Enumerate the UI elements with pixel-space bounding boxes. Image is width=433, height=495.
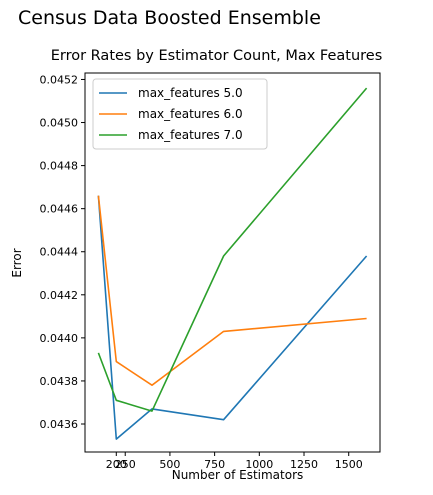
x-tick-label: 250: [115, 458, 136, 471]
y-tick-label: 0.0448: [40, 160, 79, 173]
series-line: [97, 87, 368, 412]
y-tick-label: 0.0442: [40, 289, 79, 302]
y-tick-label: 0.0440: [40, 332, 79, 345]
y-tick-label: 0.0446: [40, 203, 79, 216]
legend-label: max_features 5.0: [138, 86, 243, 100]
series-line: [97, 195, 368, 440]
x-tick-label: 500: [159, 458, 180, 471]
figure-title: Census Data Boosted Ensemble: [18, 7, 321, 29]
x-tick-label: 1500: [335, 458, 363, 471]
x-tick-label: 1000: [245, 458, 273, 471]
x-tick-label: 1250: [290, 458, 318, 471]
plot-area: [84, 72, 381, 453]
legend: max_features 5.0 max_features 6.0 max_feat…: [92, 78, 268, 150]
x-tick-label: 200: [106, 458, 127, 471]
x-axis-label: Number of Estimators: [171, 468, 304, 482]
y-tick-label: 0.0452: [40, 73, 79, 86]
series-lines: [97, 87, 368, 440]
y-axis-label: Error: [10, 248, 24, 278]
y-tick-label: 0.0444: [40, 246, 79, 259]
legend-label: max_features 6.0: [138, 107, 243, 121]
y-tick-label: 0.0436: [40, 418, 79, 431]
y-tick-label: 0.0438: [40, 375, 79, 388]
legend-label: max_features 7.0: [138, 128, 243, 142]
y-tick-label: 0.0450: [40, 117, 79, 130]
chart-title: Error Rates by Estimator Count, Max Feat…: [50, 48, 383, 64]
x-tick-label: 750: [204, 458, 225, 471]
series-line: [97, 195, 367, 387]
